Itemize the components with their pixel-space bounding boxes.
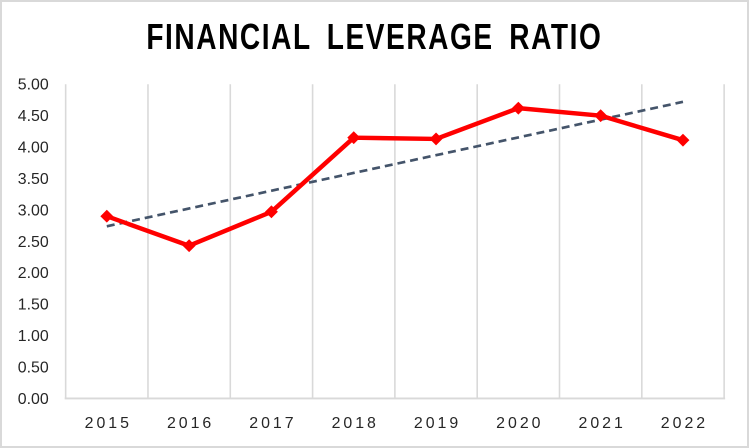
series-line (104, 105, 686, 248)
y-axis-tick-label: 2.00 (18, 265, 49, 282)
y-axis-tick-label: 5.00 (18, 77, 49, 94)
x-axis-tick-label: 2020 (496, 415, 543, 432)
x-axis-tick-label: 2018 (332, 415, 379, 432)
y-axis-tick-label: 0.00 (18, 391, 49, 408)
x-axis-tick-label: 2022 (661, 415, 708, 432)
y-axis-tick-label: 2.50 (18, 234, 49, 251)
y-axis-tick-label: 1.00 (18, 328, 49, 345)
y-axis-tick-label: 4.00 (18, 140, 49, 157)
x-axis-tick-label: 2021 (578, 415, 625, 432)
trendline (106, 100, 684, 228)
chart-title-text: FINANCIAL LEVERAGE RATIO (146, 16, 603, 57)
chart-title: FINANCIAL LEVERAGE RATIO (2, 16, 747, 66)
y-axis-tick-label: 1.50 (18, 297, 49, 314)
y-axis-tick-label: 3.00 (18, 202, 49, 219)
data-point-marker (100, 209, 114, 223)
data-point-marker (594, 109, 608, 123)
x-axis-tick-label: 2016 (167, 415, 214, 432)
data-point-marker (429, 132, 443, 146)
x-axis-tick-label: 2017 (249, 415, 296, 432)
x-axis-tick-label: 2015 (85, 415, 132, 432)
x-axis-tick-label: 2019 (414, 415, 461, 432)
data-point-marker (511, 101, 525, 115)
data-point-marker (182, 239, 196, 253)
data-point-marker (676, 133, 690, 147)
y-axis-tick-label: 0.50 (18, 359, 49, 376)
y-axis-tick-label: 4.50 (18, 108, 49, 125)
y-axis-tick-label: 3.50 (18, 171, 49, 188)
